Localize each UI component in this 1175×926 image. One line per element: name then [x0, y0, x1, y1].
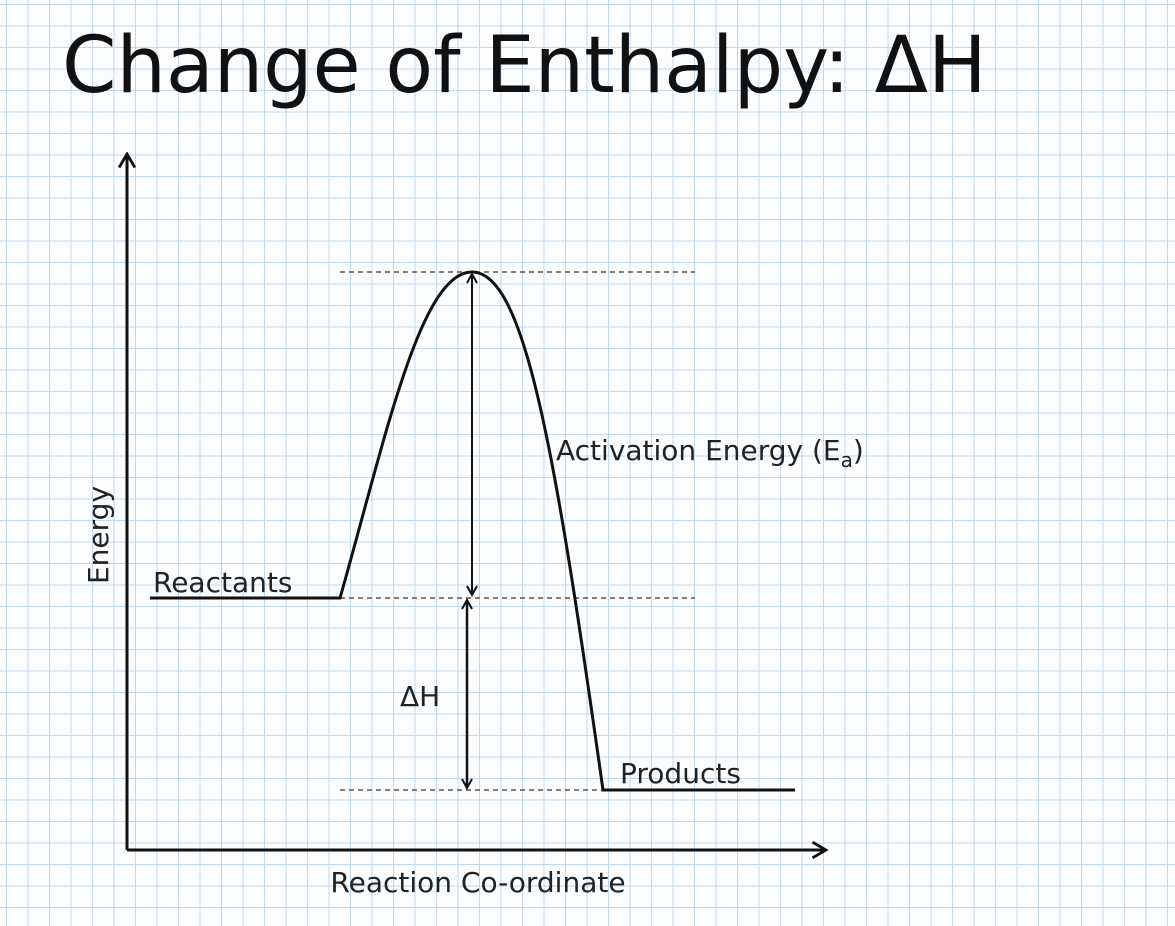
- guide-lines: [340, 271, 695, 791]
- reactants-label: Reactants: [153, 566, 292, 599]
- products-label: Products: [620, 757, 741, 790]
- title: Change of Enthalpy: ΔH: [62, 21, 987, 111]
- activation-energy-label: Activation Energy (Ea): [556, 434, 864, 472]
- x-axis-label: Reaction Co-ordinate: [330, 866, 625, 899]
- activation-energy-text: Activation Energy (E: [556, 434, 841, 467]
- activation-energy-close: ): [853, 434, 864, 467]
- y-axis-label: Energy: [82, 486, 115, 584]
- activation-energy-subscript: a: [841, 448, 853, 472]
- energy-curve: [150, 270, 795, 792]
- delta-h-label: ΔH: [400, 680, 440, 713]
